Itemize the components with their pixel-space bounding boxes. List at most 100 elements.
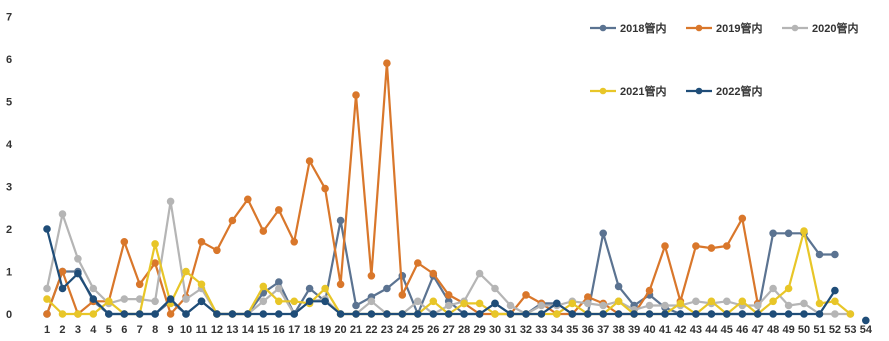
data-point bbox=[522, 291, 530, 299]
data-point bbox=[383, 59, 391, 68]
data-point bbox=[444, 301, 453, 310]
data-point bbox=[723, 242, 731, 250]
data-point bbox=[584, 299, 592, 308]
y-tick-label: 2 bbox=[6, 224, 12, 236]
data-point bbox=[723, 297, 731, 306]
data-point bbox=[769, 297, 777, 306]
data-point bbox=[707, 244, 716, 252]
data-point bbox=[367, 310, 376, 318]
data-point bbox=[367, 297, 376, 306]
x-tick-label: 50 bbox=[798, 324, 810, 336]
x-tick-label: 47 bbox=[752, 324, 764, 336]
x-tick-label: 40 bbox=[643, 324, 655, 336]
data-point bbox=[568, 299, 577, 308]
data-point bbox=[614, 282, 623, 291]
x-tick-label: 11 bbox=[196, 324, 208, 336]
data-point bbox=[769, 229, 777, 238]
data-point bbox=[553, 310, 561, 318]
data-point bbox=[537, 310, 546, 318]
data-point bbox=[460, 299, 468, 308]
data-point bbox=[213, 246, 221, 255]
data-point bbox=[676, 310, 685, 318]
data-point bbox=[135, 280, 144, 289]
x-tick-label: 9 bbox=[168, 324, 174, 336]
x-tick-label: 30 bbox=[489, 324, 501, 336]
data-point bbox=[599, 310, 608, 318]
data-point bbox=[475, 299, 484, 308]
data-point bbox=[753, 301, 762, 310]
x-tick-label: 29 bbox=[473, 324, 485, 336]
data-point bbox=[645, 301, 654, 310]
data-point bbox=[305, 157, 314, 165]
data-point bbox=[305, 297, 314, 306]
data-point bbox=[290, 310, 299, 318]
legend-label: 2021管内 bbox=[620, 84, 666, 98]
data-point bbox=[692, 242, 700, 250]
data-point bbox=[259, 310, 268, 318]
x-tick-label: 26 bbox=[427, 324, 439, 336]
data-point bbox=[244, 195, 252, 204]
data-point bbox=[800, 299, 808, 308]
data-point bbox=[182, 310, 190, 318]
data-point bbox=[475, 310, 484, 318]
legend-item: 2018管内 bbox=[590, 21, 666, 35]
data-point bbox=[784, 301, 793, 310]
x-tick-label: 43 bbox=[690, 324, 702, 336]
data-point bbox=[383, 310, 391, 318]
x-tick-label: 34 bbox=[551, 324, 564, 336]
data-point bbox=[738, 297, 747, 306]
data-point bbox=[74, 254, 82, 263]
x-axis-ticks: 1 2 3 4 5 6 7 8 9 10 11 12 13 14 15 16 17 18 19 20 21 22 23 24 2… bbox=[44, 324, 873, 336]
legend-marker bbox=[599, 87, 607, 95]
data-point bbox=[584, 310, 592, 318]
data-point bbox=[58, 210, 67, 218]
data-point bbox=[197, 238, 206, 246]
data-point bbox=[506, 310, 515, 318]
x-tick-label: 39 bbox=[628, 324, 640, 336]
data-point bbox=[197, 280, 206, 289]
data-point bbox=[414, 297, 422, 306]
data-point bbox=[553, 299, 561, 308]
data-point bbox=[58, 310, 67, 318]
data-point bbox=[846, 310, 855, 318]
data-point bbox=[645, 286, 654, 295]
x-tick-label: 36 bbox=[582, 324, 594, 336]
data-point bbox=[120, 310, 129, 318]
data-point bbox=[105, 297, 113, 306]
x-tick-label: 35 bbox=[566, 324, 578, 336]
data-point bbox=[599, 301, 608, 310]
data-point bbox=[769, 284, 777, 293]
data-point bbox=[305, 284, 314, 293]
data-point bbox=[537, 301, 546, 310]
x-tick-label: 41 bbox=[659, 324, 671, 336]
data-point bbox=[707, 310, 716, 318]
x-tick-label: 18 bbox=[304, 324, 316, 336]
x-tick-label: 42 bbox=[674, 324, 686, 336]
data-point bbox=[784, 229, 793, 238]
data-point bbox=[831, 286, 839, 295]
x-tick-label: 7 bbox=[137, 324, 143, 336]
data-point bbox=[522, 310, 530, 318]
x-tick-label: 27 bbox=[443, 324, 455, 336]
data-point bbox=[676, 299, 685, 308]
data-point bbox=[197, 297, 206, 306]
y-axis-ticks: 0 1 2 3 4 5 6 7 bbox=[6, 12, 13, 322]
legend-label: 2022管内 bbox=[716, 84, 762, 98]
legend-item: 2020管内 bbox=[782, 21, 858, 35]
data-point bbox=[738, 310, 747, 318]
data-point bbox=[800, 310, 808, 318]
data-point bbox=[707, 297, 716, 306]
x-tick-label: 25 bbox=[412, 324, 424, 336]
x-tick-label: 1 bbox=[44, 324, 50, 336]
x-tick-label: 33 bbox=[535, 324, 547, 336]
data-point bbox=[290, 238, 299, 246]
legend-label: 2019管内 bbox=[716, 21, 762, 35]
data-point bbox=[166, 310, 175, 318]
x-tick-label: 12 bbox=[211, 324, 223, 336]
data-point bbox=[74, 269, 82, 278]
x-tick-label: 6 bbox=[121, 324, 127, 336]
data-point bbox=[336, 216, 345, 225]
data-point bbox=[321, 297, 329, 306]
x-tick-label: 46 bbox=[736, 324, 748, 336]
data-point bbox=[398, 291, 407, 299]
